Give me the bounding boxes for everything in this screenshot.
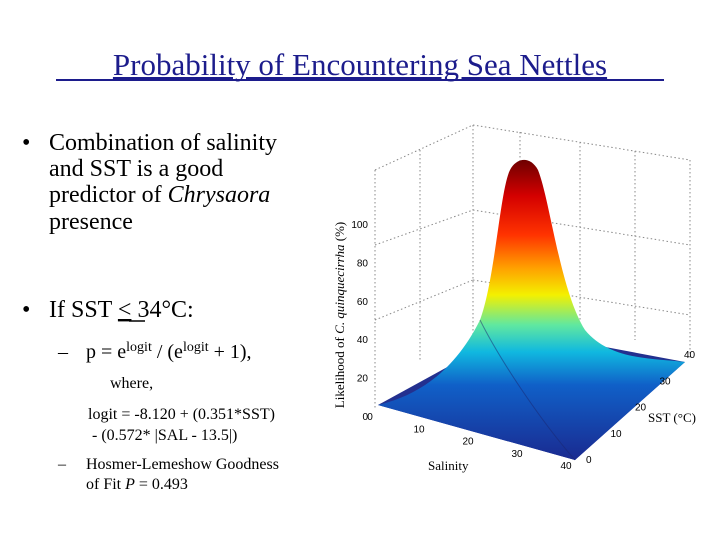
bullet-line: predictor of Chrysaora: [49, 182, 270, 208]
sub-bullet: – Hosmer-Lemeshow Goodness: [57, 456, 279, 473]
text: Hosmer-Lemeshow Goodness: [86, 456, 279, 473]
text: (%): [332, 222, 347, 242]
dash: –: [57, 456, 67, 473]
z-axis-label: Likelihood of C. quinquecirrha (%): [332, 222, 347, 408]
z-tick-label: 80: [357, 258, 369, 269]
text: where,: [110, 375, 153, 392]
superscript: logit: [126, 340, 152, 355]
text: - (0.572* |SAL - 13.5|): [92, 427, 237, 444]
text: of Fit P = 0.493: [86, 476, 188, 493]
sub-bullet: – p = elogit / (elogit + 1),: [57, 340, 252, 363]
text: + 1),: [214, 341, 252, 363]
z-tick-label: 0: [362, 412, 368, 423]
salinity-tick-label: 20: [462, 437, 474, 448]
text: p =: [86, 341, 112, 363]
dash: –: [57, 341, 69, 363]
italic-text: C. quinquecirrha: [332, 244, 347, 334]
bullet-line: If SST < 34°C:: [49, 297, 194, 323]
z-tick-label: 20: [357, 374, 369, 385]
text: 34°C:: [137, 297, 193, 323]
surface-shade: [479, 319, 576, 461]
text: = 0.493: [139, 476, 188, 493]
salinity-tick-label: 40: [560, 461, 572, 472]
sst-tick-label: 10: [611, 429, 623, 440]
z-tick-label: 40: [357, 335, 369, 346]
sst-tick-label: 40: [684, 350, 696, 361]
text: Likelihood of: [332, 336, 347, 408]
bullet-line: Combination of salinity: [49, 130, 277, 156]
sst-tick-label: 30: [660, 376, 672, 387]
italic-text: Chrysaora: [168, 182, 271, 208]
salinity-tick-label: 10: [413, 424, 425, 435]
bullet: •: [22, 130, 30, 156]
italic-text: P: [124, 476, 135, 493]
sst-axis-label: SST (°C): [648, 410, 696, 425]
text: e: [117, 341, 126, 363]
sst-tick-label: 20: [635, 403, 647, 414]
underlined-text: <: [118, 297, 132, 323]
z-tick-label: 100: [351, 220, 368, 231]
surface-plot: Likelihood of C. quinquecirrha (%) SST (…: [332, 124, 696, 473]
salinity-tick-label: 30: [511, 449, 523, 460]
surface-peak: [378, 159, 685, 460]
bullet: •: [22, 297, 30, 323]
salinity-tick-label: 0: [367, 412, 373, 423]
text: / (e: [157, 341, 183, 363]
bullet-line: and SST is a good: [49, 156, 223, 182]
superscript: logit: [183, 340, 209, 355]
sst-tick-label: 0: [586, 455, 592, 466]
text: logit = -8.120 + (0.351*SST): [88, 406, 275, 423]
bullet-line: presence: [49, 209, 133, 235]
text: predictor of: [49, 182, 162, 208]
salinity-axis-label: Salinity: [428, 458, 469, 473]
text: If SST: [49, 297, 113, 323]
z-tick-label: 60: [357, 297, 369, 308]
title: Probability of Encountering Sea Nettles: [113, 47, 607, 82]
text: of Fit: [86, 476, 122, 493]
